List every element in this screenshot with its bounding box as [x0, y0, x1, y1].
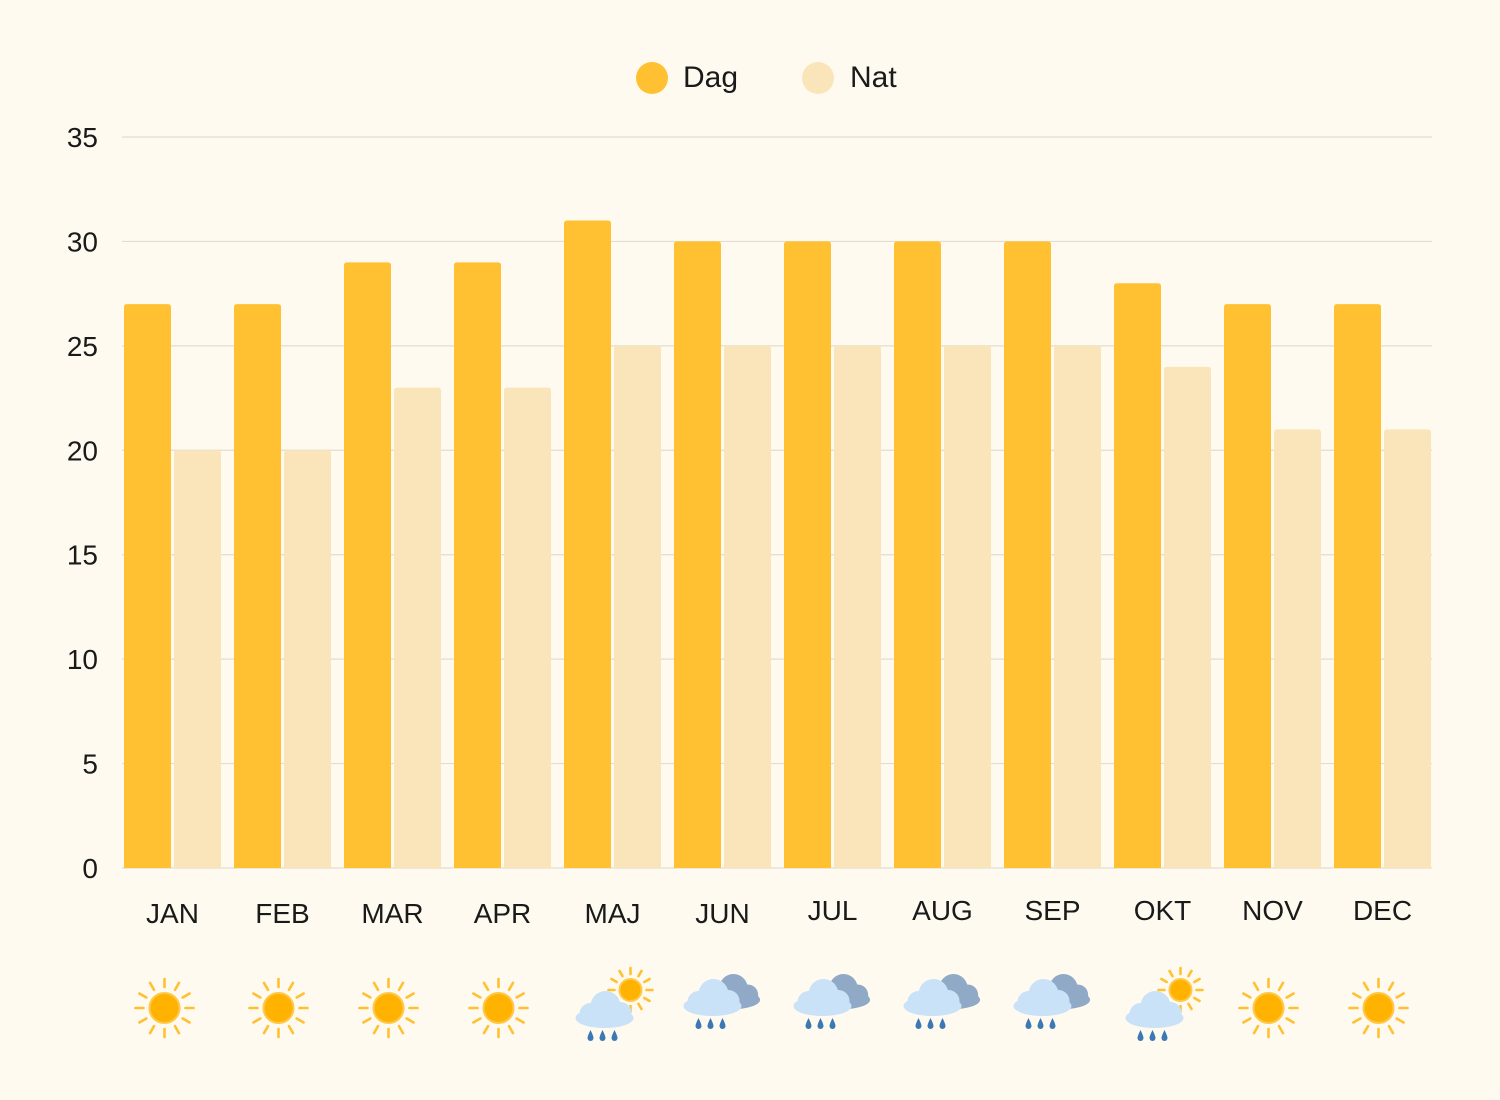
- bar-nat-dec: [1384, 429, 1431, 868]
- y-tick-label: 30: [67, 226, 98, 257]
- sun-icon: [468, 977, 529, 1039]
- bar-nat-jun: [724, 345, 771, 868]
- legend-label: Dag: [683, 61, 738, 94]
- month-label: OKT: [1134, 895, 1192, 926]
- month-label: DEC: [1353, 895, 1412, 926]
- bar-dag-apr: [454, 262, 501, 868]
- bar-dag-aug: [894, 241, 941, 868]
- legend: Dag Nat: [636, 61, 897, 94]
- sun-icon: [1348, 977, 1409, 1039]
- bar-dag-maj: [564, 220, 611, 869]
- month-label: JUN: [695, 898, 749, 929]
- bar-dag-jun: [674, 241, 721, 868]
- legend-swatch: [802, 62, 834, 94]
- month-label: AUG: [912, 895, 973, 926]
- bar-dag-nov: [1224, 304, 1271, 869]
- bar-nat-okt: [1164, 366, 1211, 868]
- bars: [124, 220, 1431, 869]
- bar-nat-apr: [504, 387, 551, 868]
- month-label: APR: [474, 898, 532, 929]
- month-label: MAJ: [585, 898, 641, 929]
- rain-cloud-icon: [683, 974, 761, 1029]
- y-axis-ticks: 0 5 10 15 20 25 30 35: [67, 122, 98, 884]
- bar-nat-mar: [394, 387, 441, 868]
- bar-dag-feb: [234, 304, 281, 869]
- x-axis-labels: JAN FEB MAR APR MAJ JUN JUL AUG SEP OKT NOV DEC: [146, 895, 1412, 929]
- rain-cloud-icon: [1013, 974, 1091, 1029]
- month-label: SEP: [1024, 895, 1080, 926]
- bar-dag-jan: [124, 304, 171, 869]
- y-tick-label: 0: [82, 853, 98, 884]
- sun-icon: [358, 977, 419, 1039]
- y-tick-label: 15: [67, 540, 98, 571]
- bar-dag-jul: [784, 241, 831, 868]
- sun-icon: [248, 977, 309, 1039]
- bar-nat-jan: [174, 450, 221, 868]
- month-label: NOV: [1242, 895, 1303, 926]
- rain-sun-icon: [1125, 966, 1204, 1041]
- month-label: MAR: [361, 898, 423, 929]
- bar-nat-sep: [1054, 345, 1101, 868]
- rain-sun-icon: [575, 966, 654, 1041]
- legend-label: Nat: [850, 61, 897, 94]
- rain-cloud-icon: [903, 974, 981, 1029]
- y-tick-label: 10: [67, 644, 98, 675]
- weather-icons: [134, 966, 1409, 1041]
- bar-nat-aug: [944, 345, 991, 868]
- bar-dag-sep: [1004, 241, 1051, 868]
- legend-item-dag: Dag: [636, 61, 738, 94]
- rain-cloud-icon: [793, 974, 871, 1029]
- month-label: JAN: [146, 898, 199, 929]
- bar-dag-dec: [1334, 304, 1381, 869]
- legend-item-nat: Nat: [802, 61, 897, 94]
- bar-nat-feb: [284, 450, 331, 868]
- grid-lines: [122, 136, 1432, 869]
- bar-nat-maj: [614, 345, 661, 868]
- legend-swatch: [636, 62, 668, 94]
- y-tick-label: 25: [67, 331, 98, 362]
- y-tick-label: 5: [82, 749, 98, 780]
- y-tick-label: 35: [67, 122, 98, 153]
- y-tick-label: 20: [67, 435, 98, 466]
- bar-dag-okt: [1114, 283, 1161, 868]
- bar-nat-jul: [834, 345, 881, 868]
- sun-icon: [134, 977, 195, 1039]
- month-label: JUL: [808, 895, 858, 926]
- sun-icon: [1238, 977, 1299, 1039]
- bar-nat-nov: [1274, 429, 1321, 868]
- bar-dag-mar: [344, 262, 391, 868]
- month-label: FEB: [255, 898, 309, 929]
